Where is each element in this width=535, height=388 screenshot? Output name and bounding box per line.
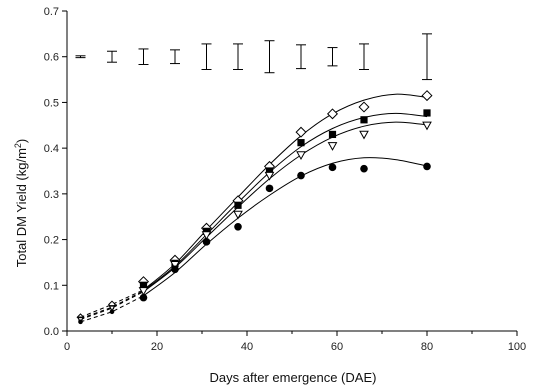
y-tick-label: 0.1 bbox=[44, 280, 59, 292]
marker-open-triangle-down bbox=[233, 210, 243, 220]
y-axis-title: Total DM Yield (kg/m2) bbox=[13, 139, 29, 268]
y-tick-label: 0.0 bbox=[44, 326, 59, 338]
marker-filled-square bbox=[265, 167, 274, 175]
early-dashed-line bbox=[80, 289, 144, 318]
x-tick-label: 100 bbox=[508, 341, 526, 353]
y-tick-label: 0.5 bbox=[44, 97, 59, 109]
marker-open-triangle-down bbox=[264, 171, 275, 181]
early-dashed-line bbox=[80, 291, 144, 321]
x-tick-label: 40 bbox=[241, 341, 253, 353]
error-bars bbox=[75, 33, 432, 81]
marker-open-triangle-down bbox=[108, 305, 116, 312]
y-axis-title-tail: ) bbox=[14, 139, 29, 143]
marker-filled-square bbox=[139, 281, 148, 289]
marker-open-triangle-down bbox=[138, 287, 149, 296]
y-tick-label: 0.2 bbox=[44, 235, 59, 247]
y-axis-title-sup: 2 bbox=[13, 143, 23, 148]
fit-curve bbox=[143, 121, 428, 293]
marker-open-triangle-down bbox=[327, 142, 338, 151]
marker-open-triangle-down bbox=[170, 261, 180, 270]
marker-filled-square bbox=[234, 201, 242, 209]
y-tick-label: 0.7 bbox=[44, 6, 59, 18]
marker-filled-circle bbox=[109, 309, 115, 315]
marker-filled-circle bbox=[139, 293, 148, 302]
marker-open-diamond bbox=[295, 126, 307, 138]
marker-filled-circle bbox=[265, 184, 274, 193]
fit-curve bbox=[143, 157, 428, 297]
marker-open-triangle-down bbox=[359, 130, 369, 140]
data-markers bbox=[76, 90, 433, 325]
tick-labels: 0 20 40 60 80 100 0.0 0.1 0.2 0.3 0.4 0.5 0.6 0.7 bbox=[44, 6, 526, 353]
early-dashed-line bbox=[80, 295, 144, 323]
marker-filled-circle bbox=[328, 163, 337, 172]
marker-filled-circle bbox=[297, 171, 305, 180]
x-axis-title: Days after emergence (DAE) bbox=[210, 370, 377, 385]
fit-curves bbox=[80, 93, 428, 323]
marker-filled-square bbox=[360, 116, 368, 124]
marker-open-diamond bbox=[358, 101, 370, 113]
marker-filled-circle bbox=[234, 222, 242, 231]
marker-open-triangle-down bbox=[296, 151, 306, 161]
marker-filled-square bbox=[297, 139, 305, 147]
marker-filled-square bbox=[423, 109, 431, 117]
x-tick-label: 80 bbox=[421, 341, 433, 353]
marker-filled-circle bbox=[423, 162, 431, 171]
marker-filled-circle bbox=[171, 265, 179, 274]
marker-open-diamond bbox=[421, 90, 433, 102]
marker-open-triangle-down bbox=[422, 121, 432, 131]
x-tick-label: 0 bbox=[64, 341, 70, 353]
y-tick-label: 0.6 bbox=[44, 52, 59, 64]
marker-filled-square bbox=[328, 130, 337, 139]
marker-filled-circle bbox=[360, 164, 368, 173]
y-axis-title-main: Total DM Yield (kg/m bbox=[14, 148, 29, 267]
fit-curve bbox=[143, 93, 428, 291]
axes bbox=[62, 10, 518, 336]
marker-open-diamond bbox=[326, 108, 339, 120]
x-tick-label: 20 bbox=[151, 341, 163, 353]
marker-open-triangle-down bbox=[201, 231, 212, 241]
early-dashed-line bbox=[80, 290, 144, 320]
marker-filled-circle bbox=[202, 238, 211, 246]
x-tick-label: 60 bbox=[331, 341, 343, 353]
y-tick-label: 0.4 bbox=[44, 143, 59, 155]
y-tick-label: 0.3 bbox=[44, 189, 59, 201]
marker-filled-circle bbox=[78, 319, 83, 325]
fit-curve bbox=[143, 112, 428, 292]
